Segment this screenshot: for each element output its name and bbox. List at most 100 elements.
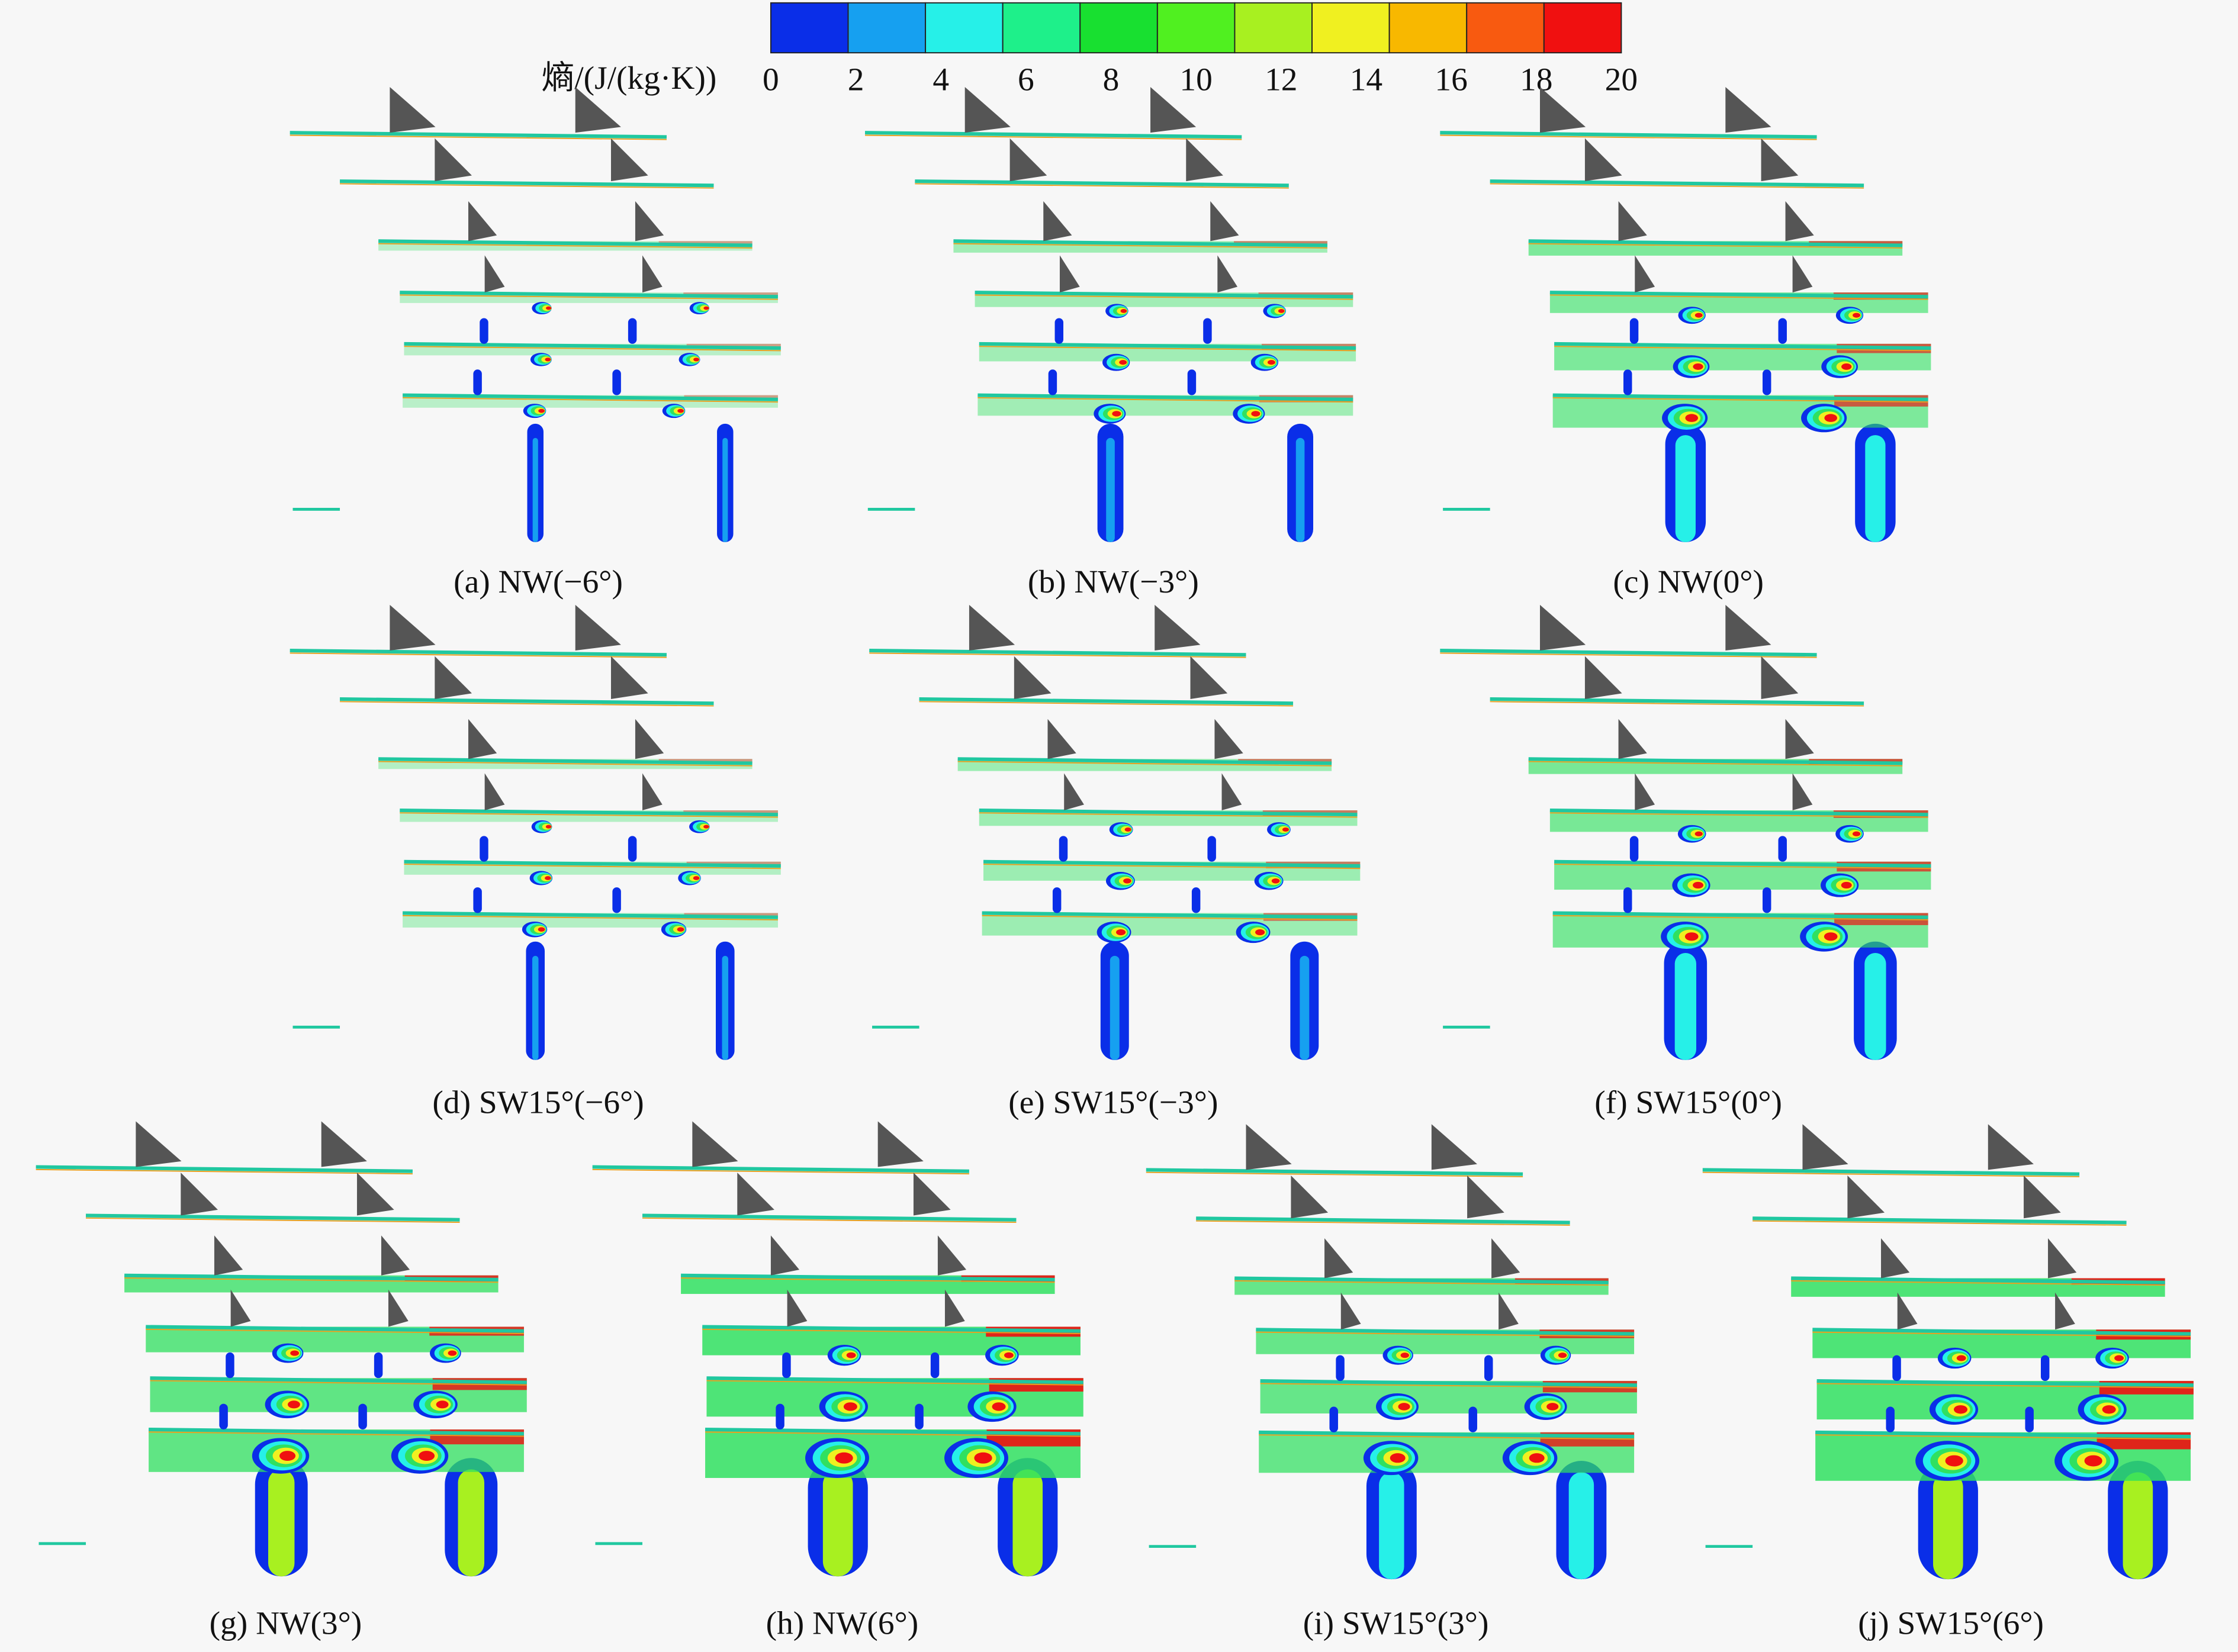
cascade-strip: [592, 1165, 969, 1173]
vortex-contour: [436, 1400, 449, 1409]
blade-tip: [1468, 1406, 1477, 1432]
blade: [181, 1173, 218, 1216]
vortex-contour: [2102, 1405, 2116, 1414]
blade: [635, 201, 664, 241]
colorbar-tick-label: 0: [763, 62, 779, 98]
vortex-contour: [545, 306, 552, 310]
panel-caption: (b) NW(−3°): [1028, 563, 1199, 600]
vortex-contour: [448, 1350, 457, 1356]
panel-caption: (f) SW15°(0°): [1594, 1084, 1782, 1120]
cascade-strip: [1234, 1276, 1609, 1284]
cascade-strip: [979, 808, 1358, 817]
blade-tip: [473, 887, 482, 913]
vortex-contour: [1945, 1455, 1963, 1467]
colorbar-tick-label: 16: [1435, 62, 1467, 98]
blade-tip: [1629, 836, 1639, 862]
blade: [635, 719, 664, 759]
blade-tip: [1329, 1406, 1338, 1432]
cascade-strip-edge: [1552, 397, 1928, 403]
vortex-contour: [1852, 831, 1861, 836]
blade: [1785, 719, 1814, 759]
cascade-strip-edge: [403, 397, 778, 403]
cascade-strip-edge: [1554, 864, 1931, 870]
wake-inner: [532, 437, 538, 542]
cascade-strip-edge: [642, 1217, 1017, 1223]
vortex-contour: [1119, 360, 1127, 365]
cascade-strip-edge: [979, 346, 1356, 352]
blade: [1190, 656, 1228, 699]
cascade-strip: [1554, 859, 1931, 868]
cascade-strip: [1146, 1168, 1523, 1176]
cascade-strip-edge: [1490, 183, 1864, 189]
panels: (a) NW(−6°) (b) NW(−3°) (c) NW(0°) (d) SW15…: [36, 87, 2194, 1641]
cascade-strip: [1791, 1276, 2165, 1284]
cascade-strip-edge: [592, 1168, 969, 1175]
vortex-contour: [1546, 1403, 1559, 1411]
cascade-strip-edge: [1702, 1171, 2080, 1177]
cascade-strip: [290, 131, 667, 139]
blade: [1186, 138, 1223, 182]
blade-tip: [1892, 1355, 1901, 1382]
panel-caption: (h) NW(6°): [766, 1605, 919, 1641]
contour-panel: (f) SW15°(0°): [1440, 604, 1931, 1120]
blade-tip: [1778, 836, 1787, 862]
cascade-strip: [975, 291, 1353, 299]
vortex-contour: [1841, 363, 1852, 370]
vortex-contour: [1004, 1352, 1014, 1358]
cascade-strip: [915, 179, 1289, 188]
contour-panel: (c) NW(0°): [1440, 87, 1931, 600]
colorbar-tick-label: 10: [1179, 62, 1212, 98]
wake-inner: [1864, 953, 1886, 1060]
vortex-contour: [1255, 929, 1265, 936]
colorbar-tick-label: 2: [848, 62, 864, 98]
blade-tip: [1629, 318, 1639, 344]
vortex-contour: [843, 1402, 857, 1411]
cascade-strip-edge: [705, 1431, 1081, 1437]
blade-tip: [1778, 318, 1787, 344]
blade-tip: [776, 1403, 784, 1430]
cascade-strip: [953, 239, 1327, 247]
contour-panel: (g) NW(3°): [36, 1121, 527, 1641]
cascade-strip: [146, 1325, 524, 1333]
vortex-contour: [703, 306, 709, 310]
vortex-contour: [1116, 929, 1126, 936]
cascade-strip-edge: [864, 134, 1242, 140]
vortex-contour: [703, 825, 709, 829]
cascade-strip-edge: [1549, 812, 1928, 818]
blade: [321, 1121, 367, 1167]
cascade-strip: [150, 1376, 527, 1384]
blade: [969, 604, 1015, 651]
vortex-contour: [974, 1452, 992, 1464]
blade: [1618, 719, 1647, 759]
blade: [1221, 773, 1242, 810]
colorbar-tick-label: 4: [932, 62, 949, 98]
contour-panel: (b) NW(−3°): [864, 87, 1356, 600]
vortex-contour: [1267, 360, 1275, 365]
cascade-strip-edge: [919, 701, 1294, 707]
cascade-strip-edge: [400, 812, 778, 818]
cascade-strip: [1528, 239, 1903, 247]
blade: [1499, 1292, 1519, 1330]
colorbar-segment: [847, 2, 927, 54]
colorbar-segment: [1466, 2, 1545, 54]
blade: [435, 138, 472, 182]
blade: [575, 87, 621, 133]
cascade-strip: [1702, 1168, 2080, 1176]
blade-tip: [374, 1352, 383, 1379]
blade: [1246, 1124, 1292, 1170]
cascade-strip: [642, 1213, 1017, 1222]
cascade-strip: [979, 342, 1356, 350]
blade: [1618, 201, 1647, 241]
blade: [356, 1173, 394, 1216]
blade: [1761, 656, 1799, 699]
cascade-strip-edge: [36, 1168, 413, 1175]
cascade-strip-edge: [1490, 701, 1864, 707]
vortex-contour: [1398, 1403, 1410, 1411]
panel-caption: (g) NW(3°): [210, 1605, 362, 1641]
cascade-strip: [340, 697, 714, 706]
wake-inner: [2123, 1472, 2153, 1580]
blade-tip: [628, 836, 637, 862]
cascade-strip-edge: [290, 652, 667, 658]
blade: [944, 1289, 965, 1327]
blade-tip: [1191, 887, 1201, 913]
